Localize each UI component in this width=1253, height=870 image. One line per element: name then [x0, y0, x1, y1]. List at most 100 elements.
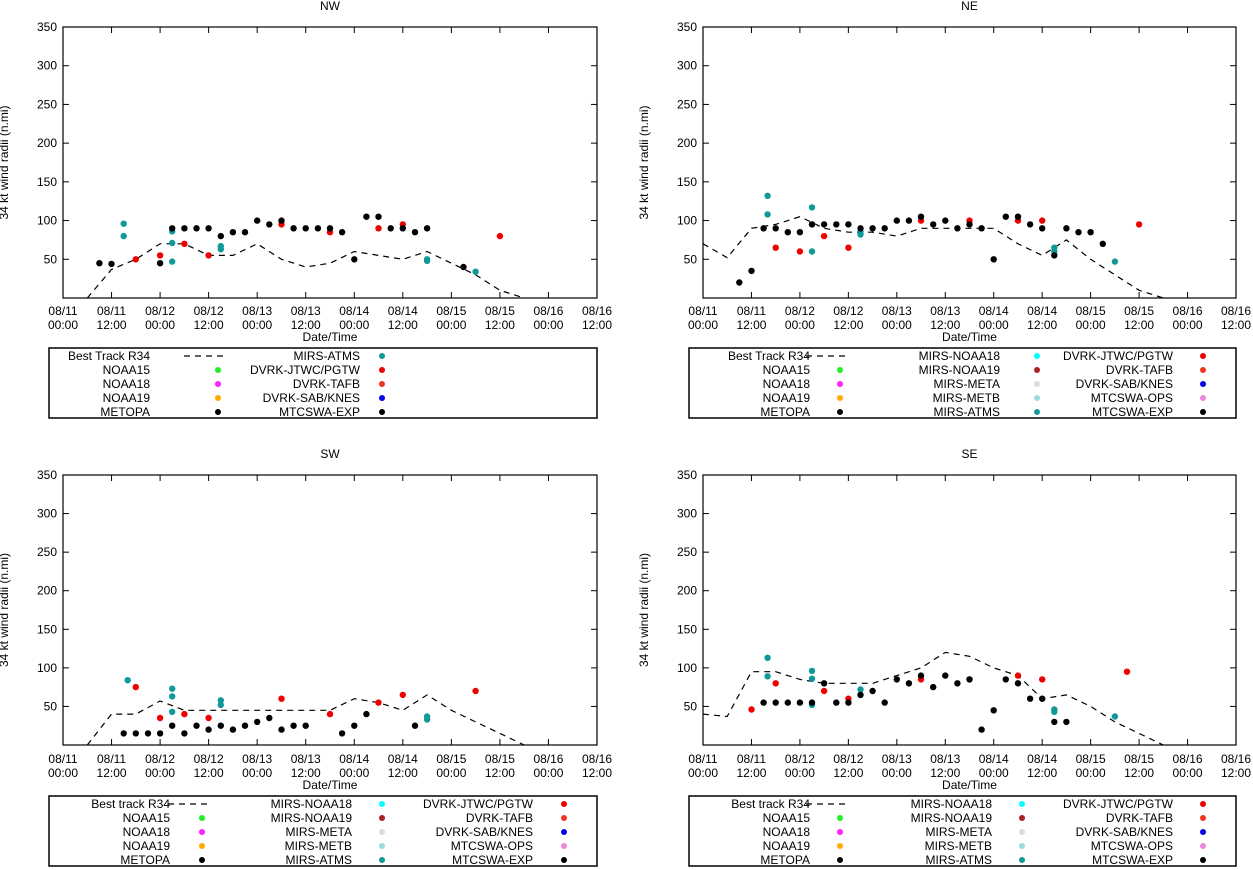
- legend-marker: [1019, 857, 1025, 863]
- y-tick-label: 50: [44, 699, 58, 713]
- metopa-point: [869, 225, 876, 232]
- metopa-point: [156, 730, 164, 737]
- legend-label: NOAA18: [123, 825, 171, 839]
- metopa-point: [375, 213, 382, 220]
- x-tick-date: 08/13: [882, 304, 912, 318]
- metopa-point: [120, 730, 127, 737]
- legend-marker: [1019, 815, 1025, 821]
- dvrk-jtwc-pgtw-point: [205, 714, 212, 722]
- x-tick-date: 08/11: [737, 304, 766, 318]
- y-tick-label: 150: [677, 622, 697, 636]
- metopa-point: [893, 217, 900, 224]
- dvrk-jtwc-pgtw-point: [820, 687, 828, 695]
- metopa-point: [796, 699, 804, 706]
- metopa-point: [314, 225, 322, 232]
- x-tick-date: 08/12: [785, 304, 815, 318]
- y-tick-label: 300: [677, 59, 697, 73]
- legend-label: NOAA15: [763, 363, 811, 377]
- legend-label: MIRS-NOAA18: [919, 349, 1001, 363]
- metopa-point: [869, 687, 876, 695]
- metopa-point: [905, 217, 913, 224]
- x-tick-time: 12:00: [291, 318, 321, 332]
- legend-label: Best Track R34: [68, 349, 150, 363]
- dvrk-jtwc-pgtw-point: [1039, 217, 1046, 224]
- chart-title: SE: [961, 447, 977, 461]
- metopa-point: [978, 726, 985, 733]
- x-tick-time: 00:00: [533, 766, 563, 780]
- x-axis-label: Date/Time: [303, 330, 358, 344]
- mirs-atms-point: [472, 268, 479, 275]
- x-tick-date: 08/15: [436, 304, 466, 318]
- metopa-point: [893, 676, 900, 683]
- legend-marker: [561, 801, 567, 807]
- x-tick-time: 00:00: [882, 318, 912, 332]
- mirs-atms-point: [857, 231, 864, 238]
- legend-label: NOAA18: [103, 377, 151, 391]
- legend-label: MIRS-ATMS: [286, 853, 352, 867]
- legend-label: NOAA15: [763, 811, 811, 825]
- legend-label: DVRK-SAB/KNES: [263, 391, 360, 405]
- mirs-atms-point: [124, 677, 131, 684]
- x-tick-time: 00:00: [436, 318, 466, 332]
- legend-label: MIRS-METB: [933, 391, 1000, 405]
- best-track-line: [702, 651, 1164, 746]
- legend-marker: [199, 815, 205, 821]
- legend-marker: [1019, 801, 1025, 807]
- x-tick-date: 08/11: [688, 304, 717, 318]
- legend-frame: [688, 347, 1237, 419]
- legend-label: MTCSWA-OPS: [451, 839, 533, 853]
- metopa-point: [1075, 229, 1082, 236]
- mirs-atms-point: [169, 239, 176, 247]
- legend-marker: [837, 829, 843, 835]
- metopa-point: [820, 680, 828, 687]
- mirs-atms-point: [808, 675, 816, 682]
- metopa-point: [169, 722, 176, 729]
- mirs-atms-point: [169, 708, 176, 715]
- metopa-point: [748, 267, 755, 275]
- metopa-point: [338, 730, 346, 737]
- legend-label: NOAA15: [123, 811, 171, 825]
- x-tick-time: 00:00: [242, 318, 272, 332]
- metopa-point: [290, 225, 297, 232]
- metopa-point: [278, 217, 285, 224]
- metopa-point: [290, 722, 297, 729]
- metopa-point: [193, 722, 200, 729]
- legend-marker: [379, 857, 385, 863]
- dvrk-jtwc-pgtw-point: [796, 248, 804, 255]
- x-tick-date: 08/14: [388, 752, 418, 766]
- metopa-point: [217, 722, 224, 729]
- metopa-point: [978, 225, 985, 232]
- legend-label: MIRS-META: [926, 825, 992, 839]
- metopa-point: [1051, 718, 1058, 726]
- metopa-point: [1014, 213, 1022, 220]
- legend-label: Best track R34: [91, 797, 170, 811]
- x-tick-time: 12:00: [97, 318, 127, 332]
- legend-marker: [1019, 829, 1025, 835]
- legend-label: MIRS-NOAA19: [271, 811, 353, 825]
- metopa-point: [169, 225, 176, 232]
- legend-label: DVRK-TAFB: [1106, 363, 1173, 377]
- mirs-atms-point: [120, 232, 127, 240]
- x-tick-date: 08/16: [1221, 752, 1251, 766]
- mirs-atms-point: [764, 654, 771, 661]
- x-tick-date: 08/16: [582, 752, 612, 766]
- metopa-point: [132, 730, 139, 737]
- legend-label: METOPA: [760, 405, 810, 419]
- mirs-atms-point: [217, 701, 224, 709]
- x-tick-time: 00:00: [1076, 766, 1106, 780]
- metopa-point: [954, 680, 961, 687]
- x-tick-date: 08/16: [582, 304, 612, 318]
- metopa-point: [156, 260, 164, 267]
- legend-label: NOAA19: [103, 391, 151, 405]
- legend-frame: [48, 347, 598, 419]
- metopa-point: [736, 279, 743, 286]
- x-tick-date: 08/12: [145, 752, 175, 766]
- legend: Best track R34 MIRS-NOAA18 DVRK-JTWC/PGTW N…: [48, 795, 598, 867]
- y-tick-label: 300: [37, 507, 57, 521]
- metopa-point: [820, 221, 828, 228]
- x-tick-date: 08/11: [48, 304, 77, 318]
- metopa-point: [930, 221, 937, 228]
- metopa-point: [1026, 221, 1034, 228]
- x-axis-label: Date/Time: [303, 778, 358, 792]
